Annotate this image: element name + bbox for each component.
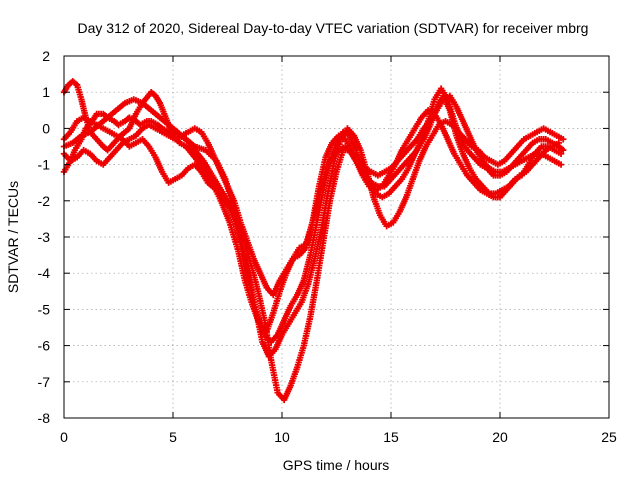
marks-layer bbox=[60, 78, 567, 404]
y-tick-label: -6 bbox=[38, 338, 51, 354]
x-tick-label: 20 bbox=[492, 429, 508, 445]
y-axis-label: SDTVAR / TECUs bbox=[5, 181, 21, 293]
data-series-2 bbox=[60, 78, 567, 346]
y-tick-label: 1 bbox=[42, 84, 50, 100]
x-tick-label: 0 bbox=[60, 429, 68, 445]
grid-layer bbox=[64, 56, 609, 418]
data-point bbox=[560, 136, 567, 143]
y-tick-label: 0 bbox=[42, 120, 50, 136]
x-tick-label: 10 bbox=[274, 429, 290, 445]
chart-title: Day 312 of 2020, Sidereal Day-to-day VTE… bbox=[78, 20, 589, 36]
y-tick-label: -8 bbox=[38, 410, 51, 426]
y-tick-label: -1 bbox=[38, 157, 51, 173]
y-tick-label: 2 bbox=[42, 48, 50, 64]
y-tick-label: -7 bbox=[38, 374, 51, 390]
x-axis-label: GPS time / hours bbox=[283, 457, 390, 473]
x-tick-label: 5 bbox=[169, 429, 177, 445]
x-tick-label: 25 bbox=[601, 429, 617, 445]
data-point bbox=[555, 139, 563, 147]
data-series-5 bbox=[60, 96, 563, 404]
x-tick-label: 15 bbox=[383, 429, 399, 445]
y-tick-label: -2 bbox=[38, 193, 51, 209]
data-point bbox=[557, 161, 565, 168]
y-tick-label: -4 bbox=[38, 265, 51, 281]
data-series-3 bbox=[60, 114, 567, 360]
y-tick-label: -3 bbox=[38, 229, 51, 245]
y-tick-label: -5 bbox=[38, 301, 51, 317]
data-point bbox=[560, 146, 567, 154]
